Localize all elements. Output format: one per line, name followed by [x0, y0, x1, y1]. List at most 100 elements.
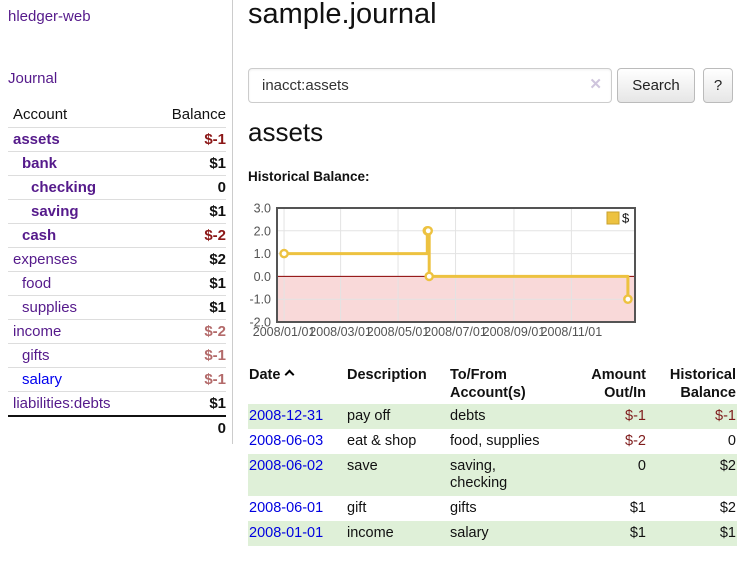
account-column-header: Account — [13, 106, 68, 123]
search-form: ✕ Search ? — [248, 68, 742, 104]
date-column-header[interactable]: Date — [248, 364, 346, 404]
account-balance: $-2 — [204, 227, 226, 244]
transaction-balance: $1 — [719, 525, 736, 541]
transaction-amount: $1 — [629, 525, 646, 541]
register-header-row: Date Description To/From Account(s) Amou… — [248, 364, 737, 404]
transaction-date-link[interactable]: 2008-06-02 — [249, 458, 324, 474]
account-tree-header: Account Balance — [8, 102, 226, 128]
y-tick-label: 1.0 — [254, 247, 271, 261]
transaction-accounts: salary — [450, 525, 489, 541]
account-balance: $1 — [209, 395, 226, 412]
account-row: income $-2 — [8, 319, 226, 344]
search-button[interactable]: Search — [617, 68, 695, 103]
description-column-header: Description — [347, 367, 427, 383]
x-tick-label: 2008/09/01 — [483, 325, 546, 339]
account-row: saving $1 — [8, 199, 226, 224]
clear-search-icon[interactable]: ✕ — [589, 76, 602, 93]
data-point-marker — [279, 248, 289, 259]
data-point-marker — [623, 294, 633, 304]
account-tree-total-row: 0 — [8, 415, 226, 440]
transaction-balance: $-1 — [715, 408, 736, 424]
transaction-description: gift — [347, 500, 367, 516]
transaction-description: save — [347, 458, 378, 474]
account-balance: 0 — [217, 179, 226, 196]
transaction-accounts: saving, checking — [450, 458, 508, 491]
transaction-date-link[interactable]: 2008-06-03 — [249, 433, 324, 449]
transaction-description: eat & shop — [347, 433, 417, 449]
account-balance: $1 — [209, 299, 226, 316]
transaction-date-link[interactable]: 2008-01-01 — [249, 525, 324, 541]
transaction-description: pay off — [347, 408, 391, 424]
account-link[interactable]: checking — [31, 179, 97, 196]
transaction-amount: $-1 — [625, 408, 646, 424]
transaction-amount: 0 — [637, 458, 646, 474]
account-row: food $1 — [8, 271, 226, 296]
register-row: 2008-12-31 pay off debts $-1 $-1 — [248, 404, 737, 429]
account-link[interactable]: food — [22, 275, 52, 292]
transaction-balance: 0 — [727, 433, 736, 449]
account-row: bank $1 — [8, 151, 226, 176]
account-link[interactable]: assets — [13, 131, 60, 148]
x-tick-label: 2008/11/01 — [541, 325, 603, 339]
register-row: 2008-06-01 gift gifts $1 $2 — [248, 496, 737, 521]
account-row: expenses $2 — [8, 247, 226, 272]
transaction-date-link[interactable]: 2008-06-01 — [249, 500, 324, 516]
account-row: gifts $-1 — [8, 343, 226, 368]
x-tick-label: 2008/03/01 — [309, 325, 372, 339]
transaction-amount: $-2 — [625, 433, 646, 449]
account-link[interactable]: cash — [22, 227, 57, 244]
transaction-accounts: debts — [450, 408, 486, 424]
transaction-amount: $1 — [629, 500, 646, 516]
amount-column-header: Amount Out/In — [591, 367, 646, 401]
register-table: Date Description To/From Account(s) Amou… — [248, 364, 737, 546]
y-tick-label: 0.0 — [254, 270, 271, 284]
transaction-balance: $2 — [719, 500, 736, 516]
account-heading: assets — [248, 117, 324, 147]
account-link[interactable]: gifts — [22, 347, 50, 364]
account-row: salary $-1 — [8, 367, 226, 392]
y-tick-label: 2.0 — [254, 224, 271, 238]
transaction-balance: $2 — [719, 458, 736, 474]
account-balance: $-1 — [204, 371, 226, 388]
x-tick-label: 2008/01/01 — [253, 325, 316, 339]
account-row: liabilities:debts $1 — [8, 391, 226, 417]
y-tick-label: -2.0 — [249, 316, 271, 330]
account-link[interactable]: supplies — [22, 299, 78, 316]
account-link[interactable]: liabilities:debts — [13, 395, 111, 412]
balance-column-header-register: Historical Balance — [669, 367, 736, 401]
accounts-column-header: To/From Account(s) — [450, 367, 526, 401]
account-tree: Account Balance assets $-1 bank $1 checking 0… — [8, 102, 226, 440]
transaction-accounts: food, supplies — [450, 433, 540, 449]
transaction-description: income — [347, 525, 394, 541]
account-balance: $1 — [209, 203, 226, 220]
account-row: checking 0 — [8, 175, 226, 200]
brand-link[interactable]: hledger-web — [8, 8, 91, 25]
account-row: assets $-1 — [8, 127, 226, 152]
account-link[interactable]: salary — [22, 371, 63, 388]
transaction-accounts: gifts — [450, 500, 477, 516]
search-input[interactable] — [248, 68, 612, 103]
account-row: cash $-2 — [8, 223, 226, 248]
register-row: 2008-01-01 income salary $1 $1 — [248, 521, 737, 546]
account-balance: $1 — [209, 275, 226, 292]
account-link[interactable]: saving — [31, 203, 79, 220]
help-button[interactable]: ? — [703, 68, 733, 103]
nav-journal-link[interactable]: Journal — [8, 70, 58, 87]
legend-label: $ — [622, 211, 630, 226]
total-balance: 0 — [150, 415, 226, 440]
account-link[interactable]: expenses — [13, 251, 78, 268]
transaction-date-link[interactable]: 2008-12-31 — [249, 408, 324, 424]
sidebar: hledger-web Journal Account Balance asse… — [0, 0, 233, 444]
account-balance: $-2 — [204, 323, 226, 340]
account-balance: $1 — [209, 155, 226, 172]
data-point-marker — [423, 225, 433, 236]
account-balance: $-1 — [204, 347, 226, 364]
register-row: 2008-06-03 eat & shop food, supplies $-2 0 — [248, 429, 737, 454]
sort-asc-icon — [284, 369, 295, 380]
page-title: sample.journal — [248, 0, 437, 30]
data-point-marker — [424, 271, 434, 282]
chart-label: Historical Balance: — [248, 169, 370, 184]
account-link[interactable]: bank — [22, 155, 58, 172]
historical-balance-chart: 3.0 2.0 1.0 0.0 -1.0 -2.0 2008/01/01 2008/03/01… — [248, 200, 668, 345]
account-link[interactable]: income — [13, 323, 62, 340]
